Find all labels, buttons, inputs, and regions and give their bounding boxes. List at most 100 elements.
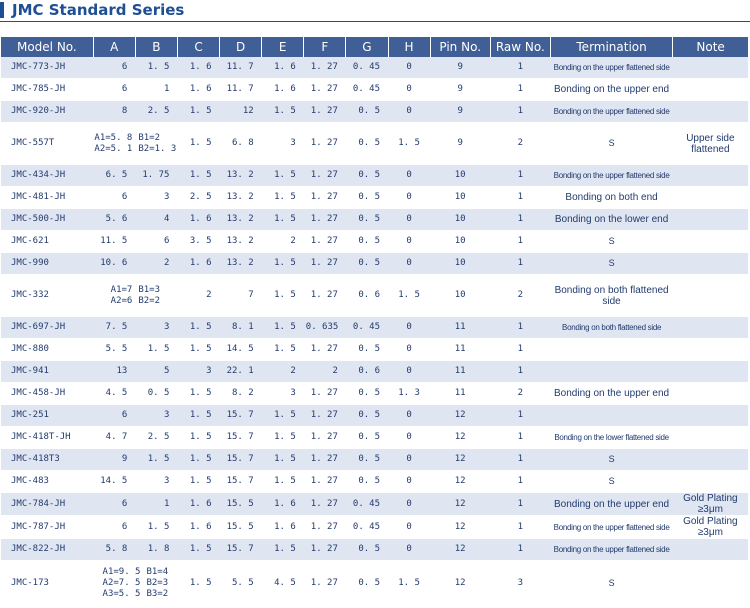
header-model: Model No. <box>1 37 94 57</box>
cell-c: 1. 5 <box>177 538 220 561</box>
cell-raw-no: 2 <box>490 122 551 165</box>
table-row: JMC-458-JH 4. 5 0. 5 1. 5 8. 2 3 1. 27 0. 5 1. 3… <box>1 382 748 405</box>
cell-model-no: JMC-697-JH <box>1 316 94 339</box>
cell-f: 1. 27 <box>303 100 346 123</box>
cell-f: 1. 27 <box>303 404 346 427</box>
cell-f: 0. 635 <box>303 316 346 339</box>
cell-d: 8. 1 <box>219 316 262 339</box>
cell-model-no: JMC-332 <box>1 274 94 317</box>
cell-h: 1. 5 <box>388 560 431 606</box>
cell-termination: Bonding on the upper flattened side <box>550 538 673 561</box>
cell-c: 1. 6 <box>177 492 220 516</box>
cell-termination: Bonding on the upper end <box>550 492 673 516</box>
cell-termination: Bonding on the upper flattened side <box>550 164 673 187</box>
cell-g: 0. 5 <box>345 404 388 427</box>
cell-d: 15. 5 <box>219 492 262 516</box>
cell-h: 0 <box>388 230 431 253</box>
table-body: JMC-773-JH 6 1. 5 1. 6 11. 7 1. 6 1. 27 0. 45 0 9… <box>1 57 748 606</box>
cell-a: 6 <box>93 78 136 101</box>
cell-h: 1. 5 <box>388 122 431 165</box>
cell-pin-no: 9 <box>430 100 491 123</box>
cell-c: 1. 5 <box>177 382 220 405</box>
cell-c: 2 <box>177 274 220 317</box>
cell-termination: Bonding on the lower flattened side <box>550 426 673 449</box>
cell-e: 1. 6 <box>261 492 304 516</box>
cell-f: 1. 27 <box>303 186 346 209</box>
cell-model-no: JMC-880 <box>1 338 94 361</box>
cell-pin-no: 11 <box>430 382 491 405</box>
cell-pin-no: 11 <box>430 360 491 383</box>
page-title: JMC Standard Series <box>12 1 185 19</box>
cell-e: 1. 5 <box>261 186 304 209</box>
cell-h: 0 <box>388 538 431 561</box>
table-row: JMC-434-JH 6. 5 1. 75 1. 5 13. 2 1. 5 1. 27 0. … <box>1 164 748 187</box>
header-b: B <box>135 37 178 57</box>
cell-termination: S <box>550 230 673 253</box>
cell-a: 9 <box>93 448 136 471</box>
cell-h: 0 <box>388 100 431 123</box>
cell-model-no: JMC-941 <box>1 360 94 383</box>
cell-b: 2. 5 <box>135 426 178 449</box>
cell-e: 1. 6 <box>261 57 304 79</box>
cell-f: 1. 27 <box>303 274 346 317</box>
cell-a: 4. 5 <box>93 382 136 405</box>
cell-raw-no: 1 <box>490 252 551 275</box>
cell-note <box>672 208 748 231</box>
cell-note <box>672 186 748 209</box>
header-a: A <box>93 37 136 57</box>
cell-raw-no: 1 <box>490 230 551 253</box>
cell-raw-no: 3 <box>490 560 551 606</box>
cell-a-value: A1=9. 5 <box>102 566 141 577</box>
cell-model-no: JMC-458-JH <box>1 382 94 405</box>
cell-pin-no: 9 <box>430 57 491 79</box>
cell-d: 15. 7 <box>219 448 262 471</box>
cell-g: 0. 5 <box>345 230 388 253</box>
table-row: JMC-773-JH 6 1. 5 1. 6 11. 7 1. 6 1. 27 0. 45 0 9… <box>1 57 748 79</box>
cell-model-no: JMC-481-JH <box>1 186 94 209</box>
cell-b: 1 <box>135 492 178 516</box>
cell-note <box>672 470 748 493</box>
cell-pin-no: 12 <box>430 426 491 449</box>
cell-c: 1. 5 <box>177 316 220 339</box>
cell-note <box>672 274 748 317</box>
header-g: G <box>345 37 389 57</box>
cell-f: 1. 27 <box>303 560 346 606</box>
cell-a-value: A1=5. 8 <box>94 132 133 143</box>
header-termination: Termination <box>550 37 674 57</box>
cell-g: 0. 45 <box>345 492 388 516</box>
cell-pin-no: 9 <box>430 78 491 101</box>
cell-b: 6 <box>135 230 178 253</box>
cell-raw-no: 1 <box>490 186 551 209</box>
cell-h: 0 <box>388 470 431 493</box>
cell-h: 0 <box>388 360 431 383</box>
cell-note <box>672 360 748 383</box>
cell-note <box>672 230 748 253</box>
cell-a-value: A2=5. 1 <box>94 143 133 154</box>
cell-e: 1. 5 <box>261 448 304 471</box>
cell-pin-no: 9 <box>430 122 491 165</box>
table-row: JMC-822-JH 5. 8 1. 8 1. 5 15. 7 1. 5 1. 27 0. 5… <box>1 538 748 561</box>
table-row: JMC-418T-JH 4. 7 2. 5 1. 5 15. 7 1. 5 1. 27 0. … <box>1 426 748 449</box>
cell-c: 3. 5 <box>177 230 220 253</box>
table-row: JMC-880 5. 5 1. 5 1. 5 14. 5 1. 5 1. 27 0. 5 0 11… <box>1 338 748 361</box>
cell-d: 13. 2 <box>219 164 262 187</box>
cell-e: 1. 6 <box>261 78 304 101</box>
table-row: JMC-621 11. 5 6 3. 5 13. 2 2 1. 27 0. 5 0 10 1 S <box>1 230 748 253</box>
cell-d: 15. 7 <box>219 538 262 561</box>
cell-c: 1. 6 <box>177 78 220 101</box>
cell-e: 1. 5 <box>261 274 304 317</box>
cell-termination <box>550 360 673 383</box>
cell-termination: Bonding on the upper end <box>550 78 673 101</box>
cell-g: 0. 5 <box>345 426 388 449</box>
cell-b: 1. 75 <box>135 164 178 187</box>
table-row: JMC-173 A1=9. 5 A2=7. 5 A3=5. 5 B1=4 B2=3 B3=2… <box>1 560 748 606</box>
cell-c: 1. 5 <box>177 338 220 361</box>
cell-h: 0 <box>388 78 431 101</box>
cell-d: 8. 2 <box>219 382 262 405</box>
cell-termination: Bonding on both flattened side <box>550 316 673 339</box>
cell-f: 1. 27 <box>303 164 346 187</box>
cell-b-value: B1=3 <box>138 284 161 295</box>
cell-raw-no: 1 <box>490 338 551 361</box>
cell-b: 2. 5 <box>135 100 178 123</box>
table-row: JMC-251 6 3 1. 5 15. 7 1. 5 1. 27 0. 5 0 12 1 <box>1 404 748 427</box>
